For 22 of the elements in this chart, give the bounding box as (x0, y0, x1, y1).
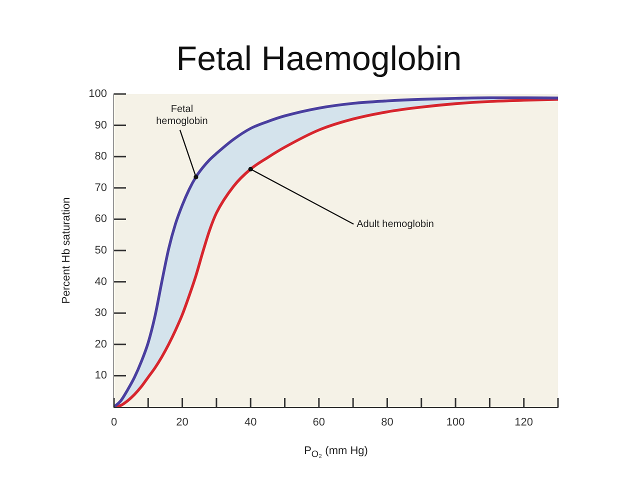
text: Fetal hemoglobin (155, 104, 209, 128)
y-tick-label: 90 (94, 119, 107, 132)
x-tick-label: 120 (514, 416, 534, 429)
x-tick-label: 0 (110, 416, 118, 429)
y-tick-label: 40 (94, 276, 107, 288)
y-tick-label: 80 (94, 150, 107, 163)
x-tick-label: 40 (244, 416, 257, 429)
y-tick-label: 70 (94, 182, 107, 194)
y-axis-title: Percent Hb saturation (60, 197, 73, 304)
x-tick-label: 80 (381, 416, 394, 429)
x-tick-label: 20 (176, 416, 188, 429)
chart-title: Fetal Haemoglobin (175, 40, 463, 79)
y-tick-label: 30 (94, 307, 107, 320)
text: Adult hemoglobin (356, 219, 435, 232)
y-tick-label: 20 (94, 338, 107, 350)
y-tick-label: 100 (88, 88, 107, 100)
y-tick-label: 60 (94, 213, 107, 226)
x-axis-title: P$_{O₂}$ (mm Hg) (304, 445, 368, 460)
x-tick-label: 60 (312, 416, 326, 429)
x-tick-label: 100 (446, 416, 465, 429)
y-tick-label: 10 (94, 370, 107, 382)
y-tick-label: 50 (94, 244, 107, 257)
